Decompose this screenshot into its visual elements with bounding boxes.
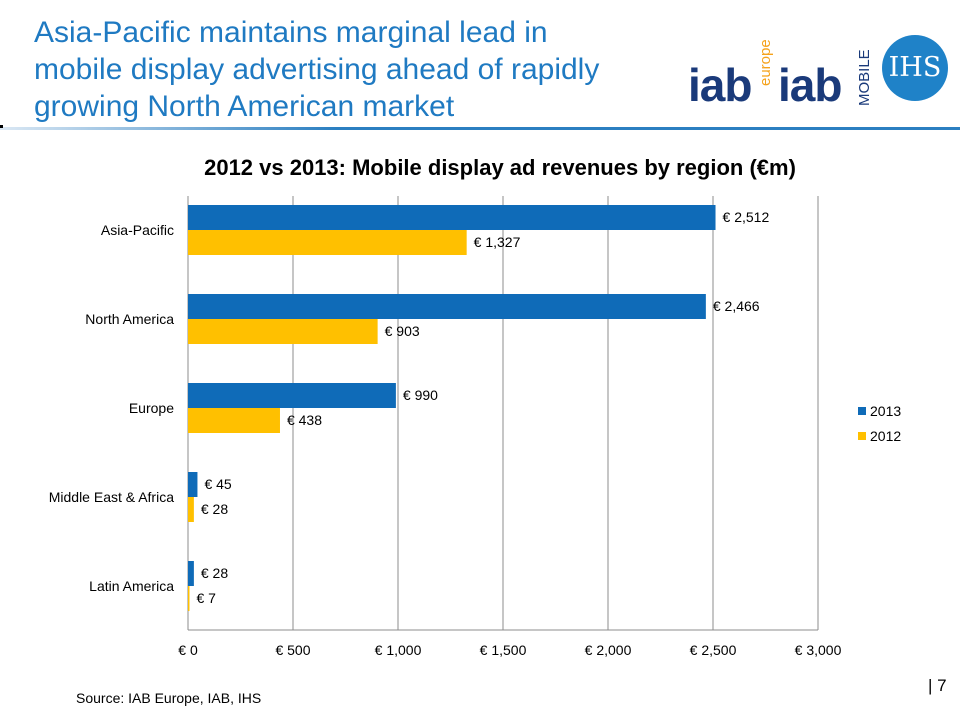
- legend-label-2012: 2012: [870, 428, 901, 444]
- bar-2013-north-america: [188, 294, 706, 319]
- data-label-2012-north-america: € 903: [385, 323, 420, 339]
- data-label-2012-asia-pacific: € 1,327: [474, 234, 521, 250]
- category-label-asia-pacific: Asia-Pacific: [101, 222, 174, 238]
- data-label-2013-asia-pacific: € 2,512: [723, 209, 770, 225]
- data-label-2013-latin-america: € 28: [201, 565, 228, 581]
- data-label-2012-europe: € 438: [287, 412, 322, 428]
- x-tick-label-1500: € 1,500: [480, 642, 527, 658]
- x-tick-label-1000: € 1,000: [375, 642, 422, 658]
- bar-2012-north-america: [188, 319, 378, 344]
- legend-swatch-2012: [858, 432, 866, 440]
- bar-2012-latin-america: [188, 586, 189, 611]
- legend-swatch-2013: [858, 407, 866, 415]
- data-label-2012-latin-america: € 7: [196, 590, 216, 606]
- data-label-2013-north-america: € 2,466: [713, 298, 760, 314]
- category-label-north-america: North America: [85, 311, 174, 327]
- x-tick-label-2500: € 2,500: [690, 642, 737, 658]
- bar-2012-middle-east-and-africa: [188, 497, 194, 522]
- x-tick-label-3000: € 3,000: [795, 642, 842, 658]
- x-tick-label-0: € 0: [178, 642, 198, 658]
- data-label-2013-middle-east-and-africa: € 45: [204, 476, 231, 492]
- bar-2013-middle-east-and-africa: [188, 472, 197, 497]
- bar-2013-asia-pacific: [188, 205, 716, 230]
- category-label-europe: Europe: [129, 400, 174, 416]
- chart-legend: 2013 2012: [858, 398, 901, 448]
- bar-2012-asia-pacific: [188, 230, 467, 255]
- page-number: | 7: [928, 676, 947, 696]
- bar-2012-europe: [188, 408, 280, 433]
- data-label-2012-middle-east-and-africa: € 28: [201, 501, 228, 517]
- data-label-2013-europe: € 990: [403, 387, 438, 403]
- category-label-middle-east-and-africa: Middle East & Africa: [49, 489, 174, 505]
- legend-item-2012: 2012: [858, 423, 901, 448]
- legend-label-2013: 2013: [870, 403, 901, 419]
- legend-item-2013: 2013: [858, 398, 901, 423]
- category-label-latin-america: Latin America: [89, 578, 174, 594]
- bar-2013-latin-america: [188, 561, 194, 586]
- source-note: Source: IAB Europe, IAB, IHS: [76, 690, 261, 706]
- x-tick-label-2000: € 2,000: [585, 642, 632, 658]
- bar-2013-europe: [188, 383, 396, 408]
- x-tick-label-500: € 500: [275, 642, 310, 658]
